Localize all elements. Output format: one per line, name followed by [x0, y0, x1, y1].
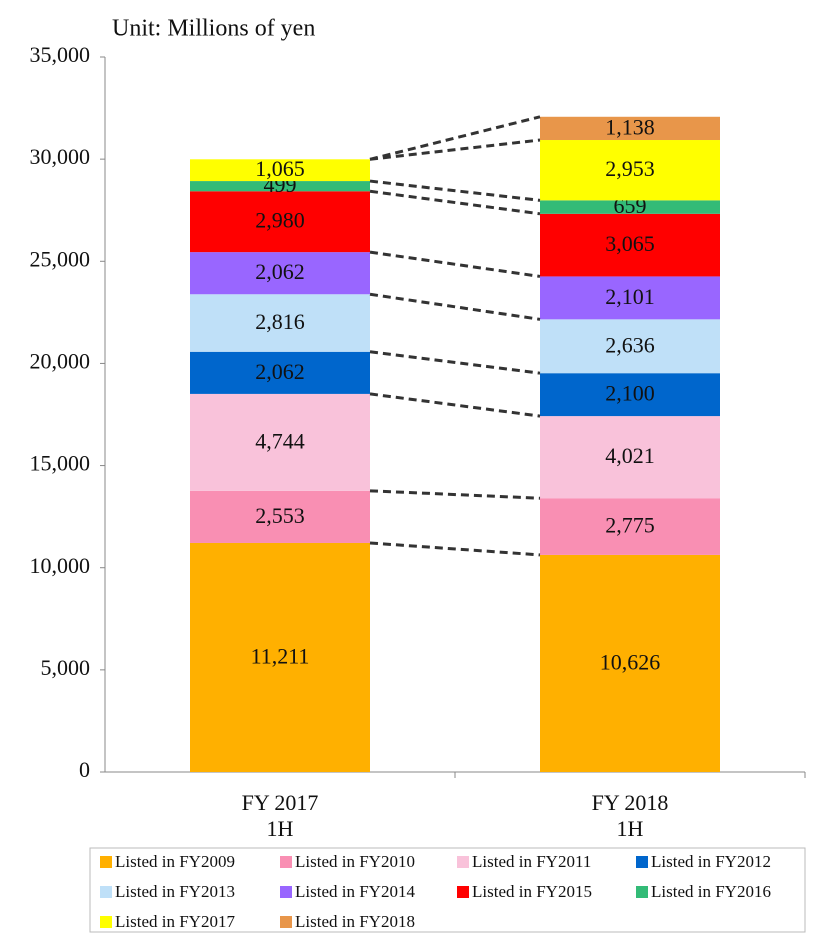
bar-segment: [540, 116, 720, 141]
connector: [369, 541, 541, 557]
connector: [369, 350, 541, 375]
connector: [369, 292, 541, 321]
data-label: 2,636: [605, 332, 655, 357]
y-tick-label: 30,000: [30, 144, 91, 169]
data-label: 11,211: [251, 644, 310, 669]
bar-segment: [540, 200, 720, 214]
bar-segment: [540, 276, 720, 320]
legend-swatch: [636, 856, 648, 868]
bar-segment: [540, 140, 720, 201]
legend-swatch: [100, 856, 112, 868]
connector: [369, 250, 541, 278]
legend-label: Listed in FY2016: [651, 882, 771, 901]
y-tick-label: 35,000: [30, 42, 91, 67]
data-label: 1,138: [605, 114, 655, 139]
legend-swatch: [280, 886, 292, 898]
bar-segment: [190, 181, 370, 192]
bar-segment: [190, 490, 370, 543]
legend-swatch: [280, 916, 292, 928]
bar-segment: [540, 373, 720, 417]
legend-swatch: [280, 856, 292, 868]
connector: [369, 115, 541, 161]
connector: [369, 138, 541, 161]
bar-segment: [190, 542, 370, 772]
bar-segment: [190, 191, 370, 253]
connector: [369, 189, 541, 216]
bar-segment: [540, 319, 720, 374]
data-label: 3,065: [605, 231, 655, 256]
data-label: 4,744: [255, 428, 305, 453]
chart-title: Unit: Millions of yen: [112, 16, 315, 42]
bar-segment: [540, 498, 720, 555]
bar-segment: [540, 213, 720, 277]
connector: [369, 489, 541, 500]
bar-segment: [190, 252, 370, 295]
legend-swatch: [457, 886, 469, 898]
x-tick-label: FY 2017 1H: [242, 790, 319, 841]
legend-label: Listed in FY2011: [472, 852, 591, 871]
y-tick-label: 15,000: [30, 451, 91, 476]
data-label: 2,553: [255, 503, 305, 528]
legend-label: Listed in FY2012: [651, 852, 771, 871]
bar-segment: [540, 416, 720, 499]
data-label: 2,100: [605, 381, 655, 406]
legend-label: Listed in FY2014: [295, 882, 415, 901]
y-tick-label: 5,000: [41, 655, 91, 680]
y-tick-label: 0: [79, 757, 90, 782]
y-tick-label: 25,000: [30, 246, 91, 271]
data-label: 2,062: [255, 359, 305, 384]
legend-label: Listed in FY2009: [115, 852, 235, 871]
legend-swatch: [457, 856, 469, 868]
legend-label: Listed in FY2013: [115, 882, 235, 901]
bar-segment: [190, 393, 370, 491]
legend-label: Listed in FY2018: [295, 912, 415, 931]
legend-box: [89, 847, 806, 933]
legend-label: Listed in FY2010: [295, 852, 415, 871]
data-label: 2,062: [255, 259, 305, 284]
data-label: 10,626: [600, 650, 661, 675]
legend-swatch: [100, 916, 112, 928]
connector: [369, 392, 541, 418]
connector: [369, 179, 541, 202]
x-tick-label: FY 2018 1H: [592, 790, 669, 841]
y-tick-label: 20,000: [30, 348, 91, 373]
legend-label: Listed in FY2017: [115, 912, 235, 931]
legend-label: Listed in FY2015: [472, 882, 592, 901]
data-label: 1,065: [255, 156, 305, 181]
bar-segment: [190, 294, 370, 352]
data-label: 2,953: [605, 156, 655, 181]
bar-segment: [190, 159, 370, 182]
data-label: 2,816: [255, 309, 305, 334]
legend-swatch: [100, 886, 112, 898]
data-label: 4,021: [605, 443, 655, 468]
data-label: 2,101: [605, 284, 655, 309]
y-tick-label: 10,000: [30, 553, 91, 578]
data-label: 2,775: [605, 513, 655, 538]
legend-swatch: [636, 886, 648, 898]
bar-segment: [190, 351, 370, 394]
bar-segment: [540, 554, 720, 772]
data-label: 2,980: [255, 208, 305, 233]
